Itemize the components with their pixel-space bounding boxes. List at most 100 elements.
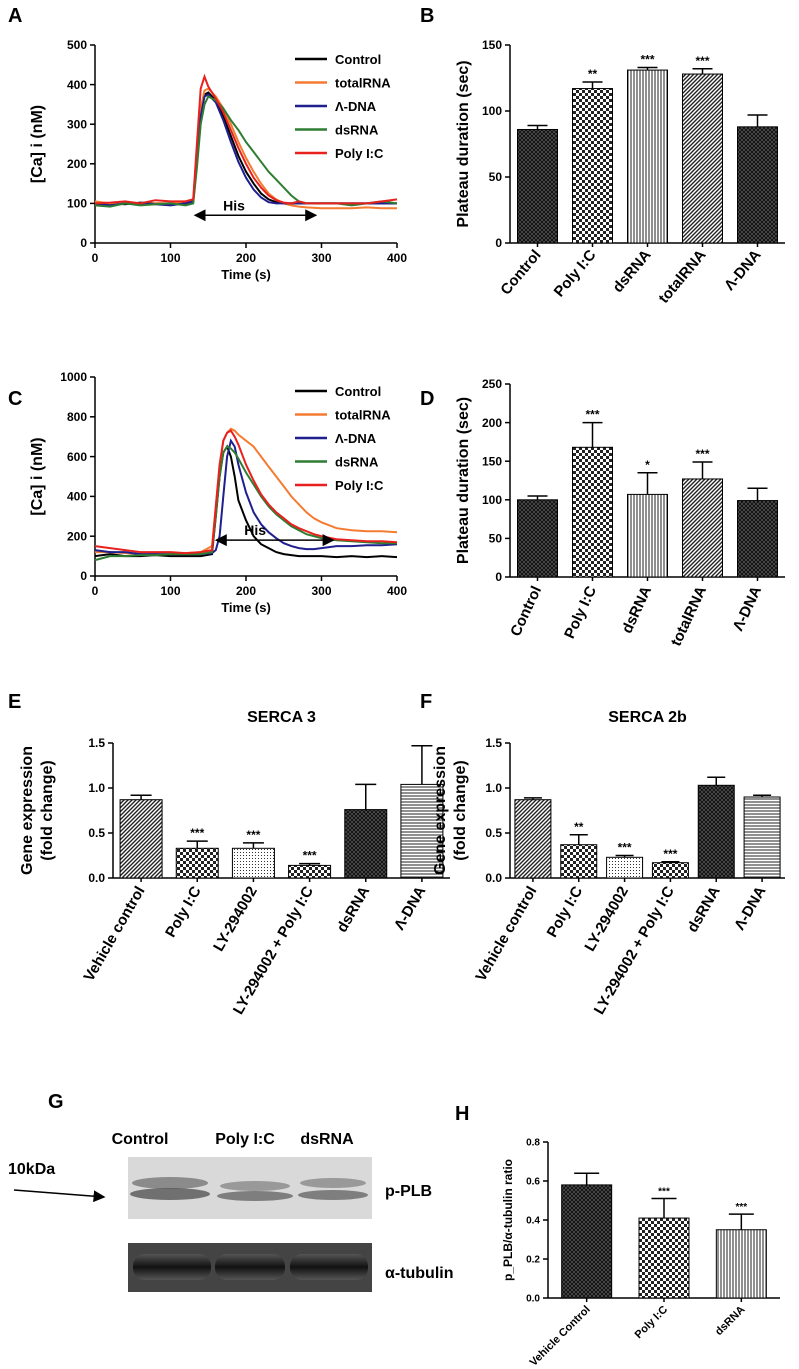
bar <box>175 847 219 879</box>
x-tick-label: Poly I:C <box>561 583 600 641</box>
significance-label: *** <box>303 849 317 863</box>
x-tick-label: Vehicle Control <box>528 1304 593 1369</box>
chart-title: SERCA 2b <box>608 709 687 726</box>
x-tick-label: 200 <box>236 584 256 598</box>
y-tick-label: 200 <box>67 529 87 543</box>
y-axis-label: [Ca] i (nM) <box>29 105 46 183</box>
legend-label: Λ-DNA <box>335 99 377 114</box>
x-tick-label: Vehicle control <box>80 884 148 985</box>
y-tick-label: 0 <box>495 236 502 250</box>
blot-band <box>132 1177 208 1189</box>
y-tick-label: 400 <box>67 78 87 92</box>
panel-letter: D <box>420 388 434 410</box>
y-axis-label: Plateau duration (sec) <box>455 60 472 227</box>
bar <box>682 73 723 244</box>
marker-label: 10kDa <box>8 1161 55 1178</box>
y-tick-label: 150 <box>482 454 502 468</box>
y-tick-label: 0.0 <box>485 871 502 885</box>
legend-label: totalRNA <box>335 76 391 91</box>
x-tick-label: 0 <box>92 584 99 598</box>
y-axis-label: Gene expression <box>432 746 449 875</box>
y-tick-label: 0 <box>80 569 87 583</box>
bar <box>682 478 723 578</box>
bar <box>400 783 444 879</box>
legend-label: Λ-DNA <box>335 431 377 446</box>
bar <box>743 796 781 879</box>
panel-letter: F <box>420 691 432 713</box>
y-tick-label: 800 <box>67 410 87 424</box>
blot-band <box>130 1188 210 1200</box>
blot-band <box>298 1190 368 1200</box>
x-axis-label: Time (s) <box>221 600 271 615</box>
significance-label: *** <box>658 1187 670 1198</box>
x-axis-label: Time (s) <box>221 267 271 282</box>
y-tick-label: 50 <box>489 170 503 184</box>
bar <box>737 126 778 244</box>
lane-label: Poly I:C <box>215 1131 275 1148</box>
legend-label: Control <box>335 52 381 67</box>
bar <box>697 784 735 879</box>
x-tick-label: 400 <box>387 251 407 265</box>
y-tick-label: 0.2 <box>526 1255 540 1266</box>
x-tick-label: 300 <box>311 584 331 598</box>
bar <box>344 809 388 879</box>
x-tick-label: 0 <box>92 251 99 265</box>
y-tick-label: 500 <box>67 38 87 52</box>
annotation-label: His <box>223 197 245 213</box>
x-tick-label: dsRNA <box>619 583 656 636</box>
significance-label: * <box>645 458 650 472</box>
series-line <box>94 73 398 205</box>
y-tick-label: 1.5 <box>485 736 502 750</box>
significance-label: *** <box>695 447 709 461</box>
x-tick-label: dsRNA <box>713 1304 747 1338</box>
bar <box>606 856 644 879</box>
panel-letter: E <box>8 691 21 713</box>
y-axis-label: Plateau duration (sec) <box>455 397 472 564</box>
y-tick-label: 0 <box>495 570 502 584</box>
y-tick-label: 50 <box>489 532 503 546</box>
blot-band <box>290 1254 368 1280</box>
legend-label: Poly I:C <box>335 146 384 161</box>
x-tick-label: LY-294002 + Poly I:C <box>591 883 678 1017</box>
y-tick-label: 200 <box>482 416 502 430</box>
bar <box>572 446 613 578</box>
y-axis-label: [Ca] i (nM) <box>29 437 46 515</box>
y-tick-label: 100 <box>482 104 502 118</box>
bar <box>231 847 275 879</box>
y-tick-label: 0.0 <box>526 1294 540 1305</box>
lane-label: dsRNA <box>300 1131 354 1148</box>
y-tick-label: 250 <box>482 377 502 391</box>
bar <box>572 88 613 244</box>
significance-label: *** <box>618 841 632 855</box>
x-tick-label: Poly I:C <box>551 247 600 301</box>
significance-label: *** <box>190 826 204 840</box>
y-tick-label: 0.5 <box>485 826 502 840</box>
bar <box>627 69 668 244</box>
bar <box>560 844 598 879</box>
y-tick-label: 0.8 <box>526 1138 540 1149</box>
y-axis-label: (fold change) <box>39 760 56 860</box>
bar <box>517 499 558 578</box>
x-tick-label: totalRNA <box>655 247 709 307</box>
legend-label: Control <box>335 384 381 399</box>
x-tick-label: Poly I:C <box>162 883 205 940</box>
x-tick-label: Poly I:C <box>544 883 587 940</box>
panel-letter: C <box>8 388 22 410</box>
x-tick-label: 100 <box>160 584 180 598</box>
y-tick-label: 1.0 <box>485 781 502 795</box>
y-axis-label: (fold change) <box>452 760 469 860</box>
x-tick-label: Poly I:C <box>633 1304 670 1341</box>
annotation-label: His <box>244 522 266 538</box>
x-tick-label: LY-294002 <box>210 884 261 955</box>
band-label: p-PLB <box>385 1183 432 1200</box>
band-label: α-tubulin <box>385 1265 453 1282</box>
panel-letter: A <box>8 5 22 27</box>
y-tick-label: 300 <box>67 117 87 131</box>
y-tick-label: 0.0 <box>88 871 105 885</box>
y-axis-label: Gene expression <box>19 746 36 875</box>
x-tick-label: Control <box>497 247 544 299</box>
bar <box>638 1217 690 1299</box>
y-axis-label: p_PLB/α-tubulin ratio <box>501 1159 515 1281</box>
bar <box>627 493 668 578</box>
